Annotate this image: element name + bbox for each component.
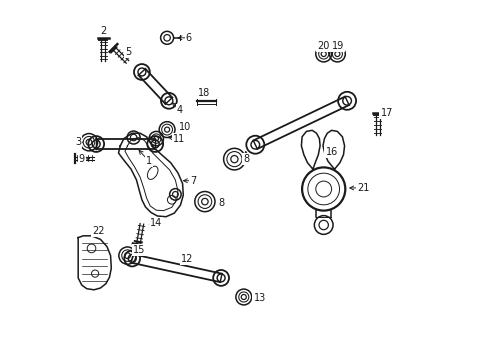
Text: 2: 2	[100, 26, 106, 36]
Text: 8: 8	[218, 198, 224, 208]
Text: 14: 14	[150, 218, 162, 228]
Text: 18: 18	[198, 88, 210, 98]
Text: 3: 3	[75, 137, 81, 147]
Text: 17: 17	[380, 108, 392, 118]
Text: 11: 11	[172, 134, 185, 144]
Text: 10: 10	[179, 122, 191, 132]
Text: 9: 9	[79, 154, 85, 164]
Text: 15: 15	[133, 245, 145, 255]
Text: 21: 21	[356, 183, 369, 193]
Text: 12: 12	[181, 254, 193, 264]
Text: 4: 4	[176, 105, 183, 115]
Text: 7: 7	[190, 176, 196, 186]
Text: 5: 5	[125, 47, 131, 57]
Text: 8: 8	[243, 154, 249, 164]
Text: 20: 20	[317, 41, 329, 51]
Text: 6: 6	[185, 33, 191, 43]
Text: 19: 19	[331, 41, 344, 51]
Text: 13: 13	[253, 293, 265, 303]
Text: 22: 22	[92, 226, 105, 236]
Text: 1: 1	[146, 156, 152, 166]
Text: 16: 16	[325, 147, 337, 157]
